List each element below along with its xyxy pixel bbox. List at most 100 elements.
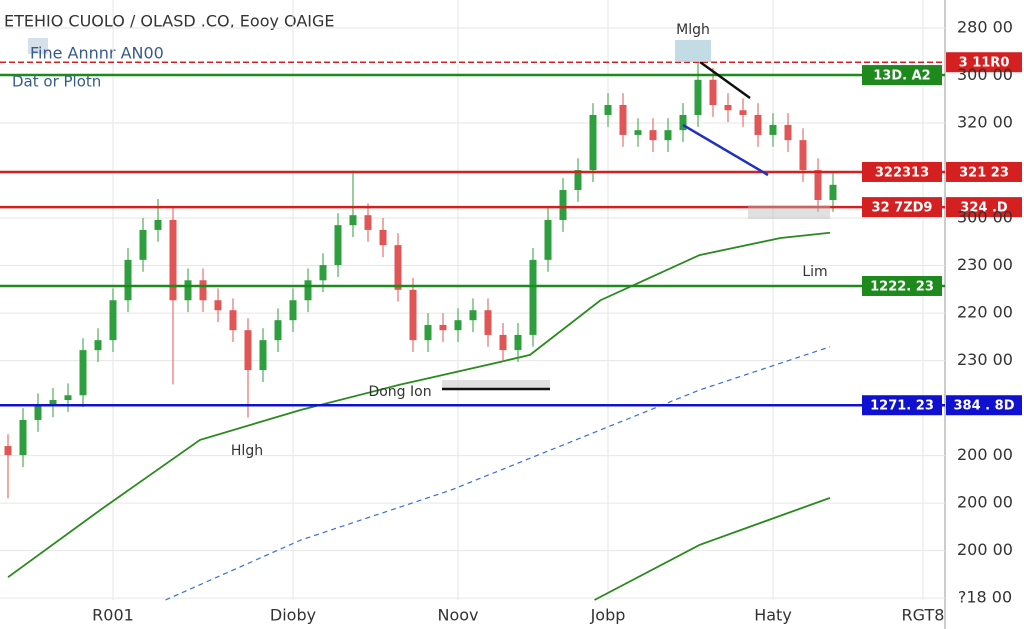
- trend-line: [682, 123, 769, 177]
- candle-body: [454, 320, 462, 331]
- level-label-box: [946, 52, 1022, 73]
- candle-body: [469, 310, 477, 321]
- candle-body: [304, 280, 312, 301]
- x-tick-label: Haty: [754, 606, 792, 625]
- candle-body: [409, 289, 417, 341]
- candle-body: [34, 405, 42, 420]
- x-tick-label: RGT8: [902, 606, 945, 625]
- candle-body: [589, 114, 597, 171]
- candle-body: [19, 419, 27, 456]
- candle-body: [739, 110, 747, 115]
- x-tick-label: Jobp: [590, 606, 626, 625]
- y-tick-label: 200 00: [957, 540, 1013, 559]
- candle-body: [574, 170, 582, 191]
- candle-body: [499, 334, 507, 351]
- legend-text: Dat or Plotn: [12, 73, 101, 91]
- level-label: 1271. 23: [870, 399, 934, 414]
- candle-body: [784, 124, 792, 141]
- annotation: Hlgh: [231, 443, 263, 459]
- level-label: 3 11R0: [959, 56, 1010, 71]
- candle-body: [214, 300, 222, 311]
- annotation: Dong Ion: [368, 384, 431, 400]
- moving-average: [594, 497, 831, 601]
- candle-body: [184, 280, 192, 301]
- y-tick-label: 280 00: [957, 18, 1013, 37]
- candle-body: [379, 229, 387, 246]
- candle-body: [604, 104, 612, 115]
- candle-body: [679, 114, 687, 131]
- candle-body: [424, 324, 432, 341]
- level-label: 13D. A2: [873, 69, 930, 84]
- candle-body: [109, 300, 117, 341]
- level-label-box: [862, 395, 942, 416]
- candle-body: [64, 395, 72, 400]
- candle-body: [394, 245, 402, 290]
- level-label-box: [862, 197, 942, 218]
- y-tick-label: 300 00: [957, 208, 1013, 227]
- annotation: Mlgh: [676, 22, 710, 38]
- y-tick-label: 230 00: [957, 255, 1013, 274]
- candle-body: [769, 124, 777, 135]
- candle-body: [514, 334, 522, 351]
- candle-body: [244, 330, 252, 371]
- highlight-box: [442, 380, 550, 388]
- candle-body: [829, 184, 837, 200]
- candle-body: [94, 340, 102, 351]
- x-tick-label: R001: [92, 606, 134, 625]
- level-label: 1222. 23: [870, 279, 934, 294]
- highlight-box: [748, 205, 830, 219]
- legend-text: Fine Annnr AN00: [30, 44, 164, 63]
- candle-body: [724, 104, 732, 111]
- y-tick-label: 200 00: [957, 445, 1013, 464]
- candle-body: [229, 310, 237, 331]
- level-label: 321 23: [959, 165, 1009, 180]
- candle-body: [484, 310, 492, 335]
- highlight-box: [675, 40, 711, 62]
- candle-body: [4, 446, 12, 456]
- candle-body: [754, 114, 762, 135]
- candle-body: [364, 215, 372, 230]
- candle-body: [634, 130, 642, 135]
- level-label: 322313: [875, 165, 929, 180]
- candle-body: [289, 300, 297, 321]
- x-tick-label: Dioby: [270, 606, 316, 625]
- legend-swatch: [28, 38, 48, 54]
- candle-body: [124, 259, 132, 301]
- candle-body: [814, 170, 822, 200]
- candle-body: [709, 79, 717, 105]
- x-tick-label: Noov: [437, 606, 478, 625]
- level-label-box: [946, 197, 1022, 218]
- candle-body: [664, 130, 672, 141]
- candle-body: [49, 400, 57, 406]
- candle-body: [79, 350, 87, 396]
- candle-body: [694, 79, 702, 115]
- candle-body: [259, 340, 267, 371]
- level-label-box: [862, 275, 942, 296]
- trend-line: [699, 60, 751, 100]
- y-tick-label: 230 00: [957, 350, 1013, 369]
- candle-body: [439, 324, 447, 331]
- level-label-box: [946, 395, 1022, 416]
- candle-body: [154, 219, 162, 230]
- candle-body: [619, 104, 627, 135]
- chart-title: ETEHIO CUOLO / OLASD .CO, Eooy OAIGE: [4, 12, 335, 31]
- moving-average: [7, 231, 831, 578]
- candle-body: [334, 225, 342, 266]
- level-label-box: [946, 161, 1022, 182]
- level-label: 32 7ZD9: [872, 201, 933, 216]
- candle-body: [139, 229, 147, 260]
- candle-body: [319, 265, 327, 281]
- y-tick-label: 220 00: [957, 303, 1013, 322]
- y-tick-label: 320 00: [957, 113, 1013, 132]
- candle-body: [649, 130, 657, 141]
- candle-body: [529, 259, 537, 335]
- candle-body: [559, 190, 567, 220]
- y-tick-label: 200 00: [957, 493, 1013, 512]
- moving-average: [165, 346, 831, 601]
- candle-body: [169, 219, 177, 301]
- candle-body: [274, 320, 282, 341]
- level-label-box: [862, 161, 942, 182]
- candle-body: [199, 280, 207, 301]
